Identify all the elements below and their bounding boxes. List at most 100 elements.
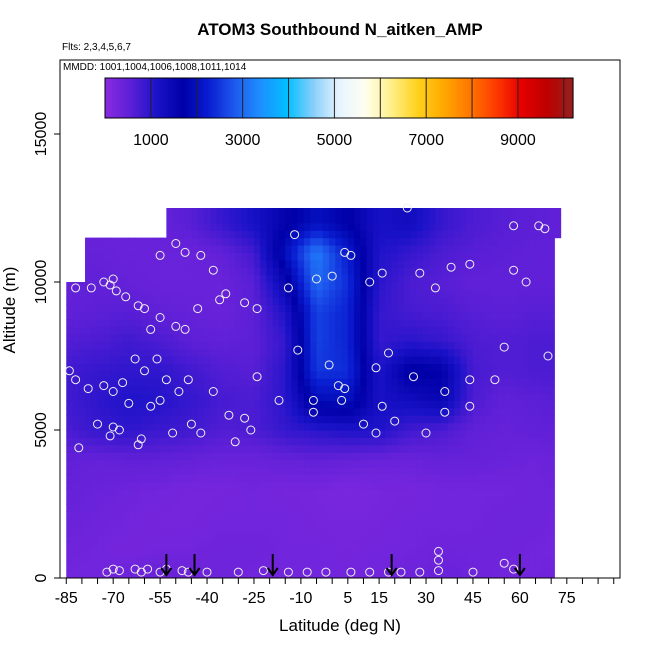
heat-cell — [291, 370, 299, 379]
heat-cell — [510, 459, 518, 468]
heat-cell — [472, 289, 480, 298]
heat-cell — [497, 459, 505, 468]
heat-cell — [391, 208, 399, 216]
heat-cell — [172, 422, 180, 431]
heat-cell — [153, 326, 161, 335]
heat-cell — [466, 481, 474, 490]
heat-cell — [260, 430, 268, 438]
heat-cell — [166, 356, 174, 364]
heat-cell — [523, 481, 530, 490]
heat-cell — [85, 378, 92, 387]
heat-cell — [497, 274, 505, 283]
heat-cell — [203, 252, 211, 261]
heat-cell — [322, 245, 330, 253]
heat-cell — [404, 444, 411, 453]
heat-cell — [66, 311, 74, 320]
heat-cell — [491, 489, 499, 498]
heat-cell — [404, 422, 411, 431]
heat-cell — [222, 533, 230, 542]
heat-cell — [548, 459, 555, 468]
heat-cell — [316, 208, 324, 216]
heat-cell — [529, 444, 537, 453]
heat-cell — [172, 467, 180, 475]
heat-cell — [529, 452, 537, 461]
heat-cell — [110, 296, 117, 305]
heat-cell — [297, 252, 305, 261]
heat-cell — [260, 548, 268, 557]
heat-cell — [253, 289, 261, 298]
heat-cell — [266, 570, 274, 578]
heat-cell — [347, 548, 355, 557]
heat-cell — [291, 393, 299, 401]
heat-cell — [216, 504, 224, 512]
heat-cell — [185, 570, 192, 578]
heat-cell — [285, 430, 293, 438]
heat-cell — [66, 437, 74, 446]
heat-cell — [441, 430, 449, 438]
colorbar-segment — [275, 78, 279, 118]
heat-cell — [147, 333, 155, 342]
x-tick-label: 15 — [370, 590, 388, 607]
heat-cell — [266, 467, 274, 475]
heat-cell — [116, 467, 124, 475]
heat-cell — [379, 533, 386, 542]
heat-cell — [335, 282, 343, 290]
heat-cell — [210, 326, 218, 335]
heat-cell — [197, 489, 205, 498]
colorbar-segment — [301, 78, 305, 118]
heat-cell — [360, 504, 368, 512]
heat-cell — [410, 385, 418, 394]
heat-cell — [235, 452, 243, 461]
heat-cell — [479, 518, 487, 527]
heat-cell — [128, 511, 136, 520]
heat-cell — [516, 518, 524, 527]
heat-cell — [441, 378, 449, 387]
heat-cell — [78, 533, 86, 542]
heat-cell — [247, 452, 255, 461]
heat-cell — [197, 504, 205, 512]
heat-cell — [228, 378, 236, 387]
colorbar-segment — [558, 78, 562, 118]
colorbar-segment — [130, 78, 134, 118]
heat-cell — [72, 430, 80, 438]
heat-cell — [222, 481, 230, 490]
heat-cell — [391, 526, 399, 535]
heat-cell — [103, 541, 111, 549]
heat-cell — [391, 467, 399, 475]
heat-cell — [491, 393, 499, 401]
heat-cell — [391, 222, 399, 231]
heat-cell — [91, 400, 99, 409]
heat-cell — [360, 348, 368, 357]
heat-cell — [466, 252, 474, 261]
heat-cell — [523, 363, 530, 372]
sample-point — [186, 419, 196, 429]
heat-cell — [128, 252, 136, 261]
heat-cell — [278, 245, 286, 253]
heat-cell — [228, 341, 236, 350]
heat-cell — [441, 356, 449, 364]
heat-cell — [497, 444, 505, 453]
heat-cell — [103, 467, 111, 475]
colorbar-segment — [306, 78, 310, 118]
heat-cell — [491, 541, 499, 549]
heat-cell — [210, 452, 218, 461]
heat-cell — [272, 341, 280, 350]
heat-cell — [529, 474, 537, 483]
heat-cell — [128, 459, 136, 468]
heat-cell — [178, 274, 186, 283]
heat-cell — [329, 555, 336, 564]
heat-cell — [460, 363, 468, 372]
heat-cell — [310, 230, 318, 239]
heat-cell — [316, 245, 324, 253]
heat-cell — [253, 267, 261, 276]
heat-cell — [228, 533, 236, 542]
heat-cell — [85, 259, 92, 268]
heat-cell — [523, 526, 530, 535]
heat-cell — [210, 467, 218, 475]
heat-cell — [78, 541, 86, 549]
heat-cell — [266, 415, 274, 424]
heat-cell — [191, 252, 199, 261]
heat-cell — [304, 526, 311, 535]
heat-cell — [91, 363, 99, 372]
heat-cell — [429, 215, 437, 224]
